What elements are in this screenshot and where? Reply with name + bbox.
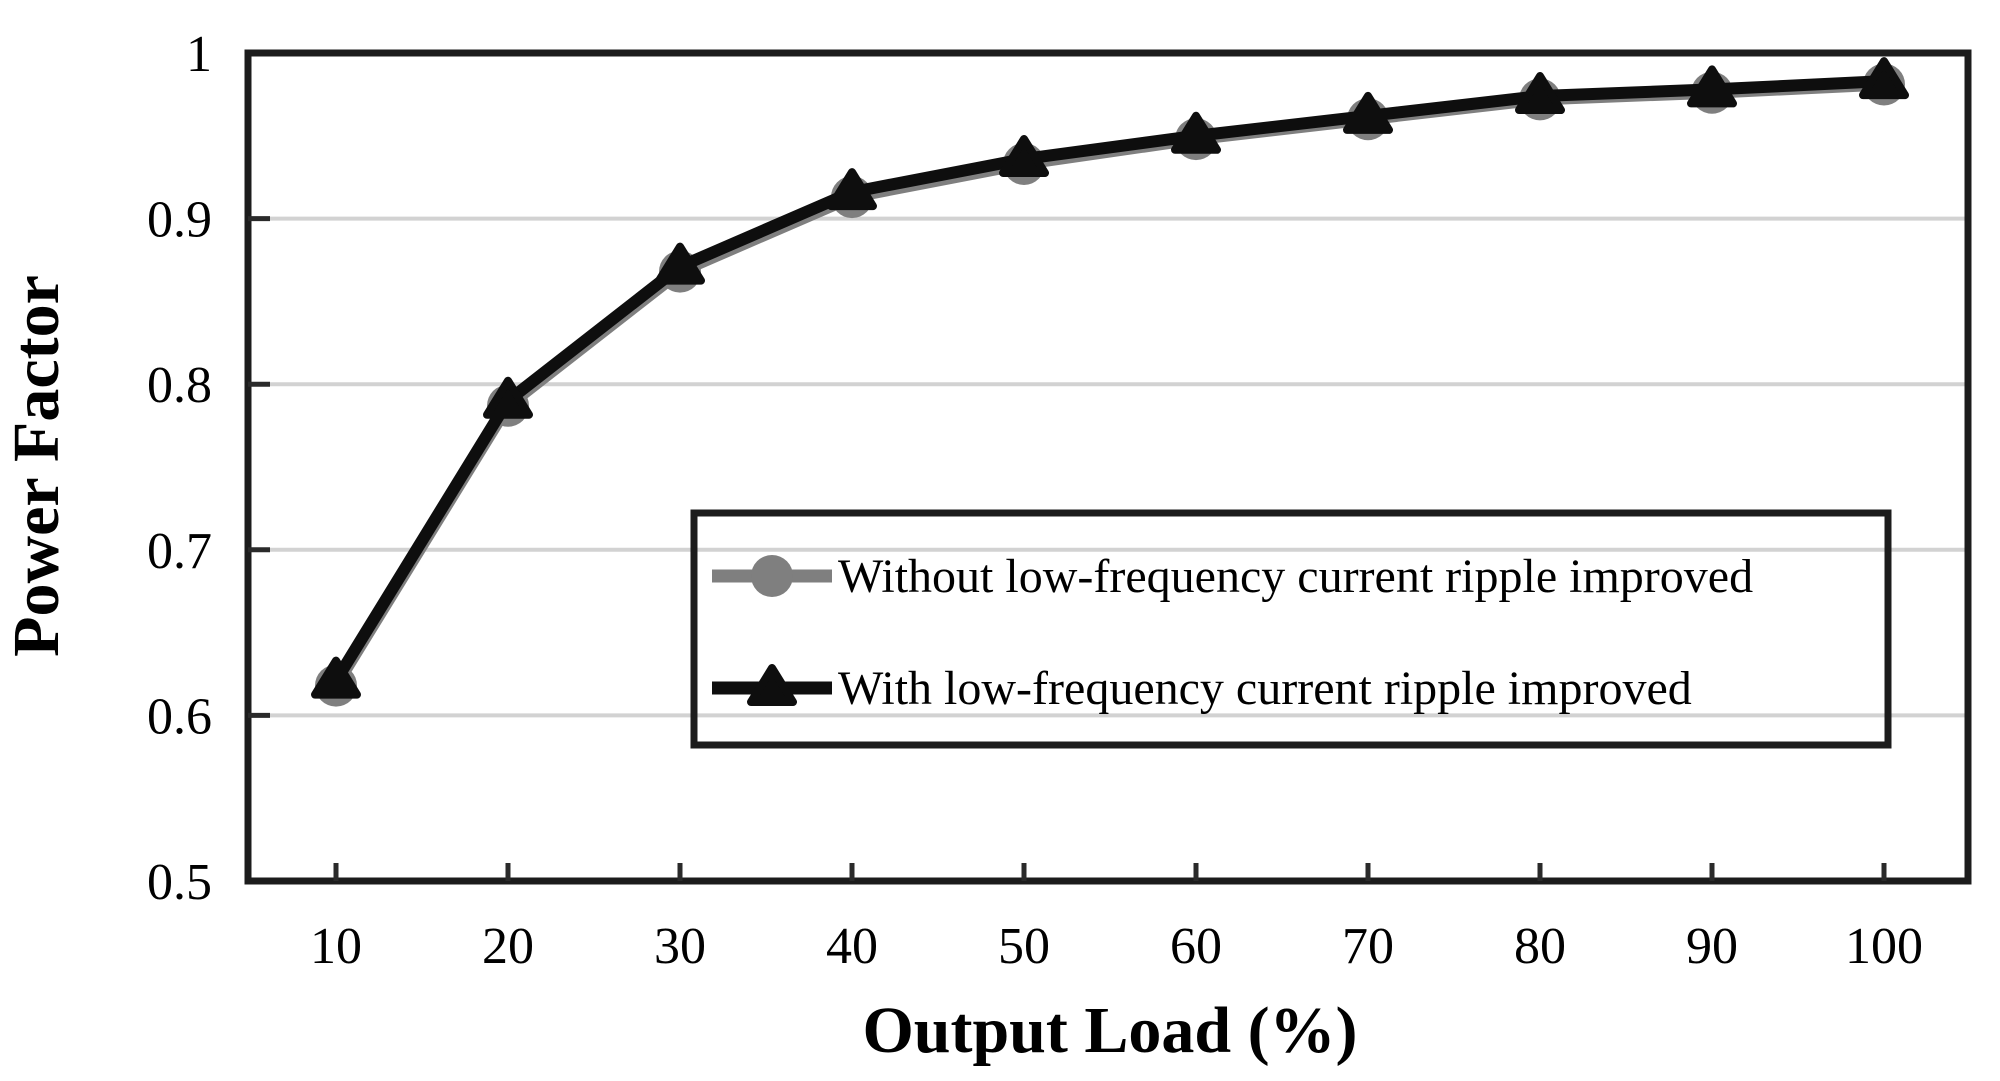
x-tick-label: 100 <box>1845 918 1923 975</box>
axis-ticks <box>248 216 1887 881</box>
x-tick-label: 90 <box>1686 918 1738 975</box>
data-series <box>311 57 1909 707</box>
data-point-marker <box>1343 91 1393 134</box>
x-tick-label: 30 <box>654 918 706 975</box>
legend-entry: Without low-frequency current ripple imp… <box>712 550 1753 603</box>
x-tick-label: 10 <box>310 918 362 975</box>
y-axis-title: Power Factor <box>0 275 73 657</box>
data-point-marker <box>1859 57 1909 100</box>
x-tick-label: 50 <box>998 918 1050 975</box>
y-tick-label: 0.8 <box>147 357 212 414</box>
y-tick-label: 0.6 <box>147 688 212 745</box>
x-tick-labels: 10 20 30 40 50 60 70 80 90 100 <box>310 918 1923 975</box>
plot-area-border <box>244 49 1972 885</box>
y-tick-labels: 1 0.9 0.8 0.7 0.6 0.5 <box>147 26 212 911</box>
data-point-marker <box>1515 72 1565 115</box>
y-tick-label: 0.7 <box>147 523 212 580</box>
y-tick-label: 1 <box>186 26 212 83</box>
legend-label: With low-frequency current ripple improv… <box>838 662 1692 715</box>
gridlines <box>248 216 1968 718</box>
y-tick-label: 0.9 <box>147 192 212 249</box>
y-tick-label: 0.5 <box>147 854 212 911</box>
legend-entry: With low-frequency current ripple improv… <box>712 662 1692 715</box>
data-point-marker <box>311 656 361 699</box>
data-point-marker <box>827 168 877 211</box>
legend: Without low-frequency current ripple imp… <box>690 509 1892 749</box>
x-tick-label: 70 <box>1342 918 1394 975</box>
legend-label: Without low-frequency current ripple imp… <box>838 550 1753 603</box>
x-tick-label: 80 <box>1514 918 1566 975</box>
data-point-marker <box>483 376 533 419</box>
x-tick-label: 60 <box>1170 918 1222 975</box>
data-point-marker <box>655 242 705 285</box>
series-line <box>330 75 1890 687</box>
data-point-marker <box>1171 111 1221 154</box>
plot-border <box>244 49 1972 885</box>
x-axis-title: Output Load (%) <box>862 994 1357 1067</box>
x-tick-label: 20 <box>482 918 534 975</box>
data-point-marker <box>999 134 1049 177</box>
series-triangle <box>311 57 1909 699</box>
legend-box <box>690 509 1892 749</box>
data-point-marker <box>1687 65 1737 108</box>
legend-triangle-icon <box>747 664 797 706</box>
legend-circle-icon <box>751 555 793 597</box>
x-tick-label: 40 <box>826 918 878 975</box>
